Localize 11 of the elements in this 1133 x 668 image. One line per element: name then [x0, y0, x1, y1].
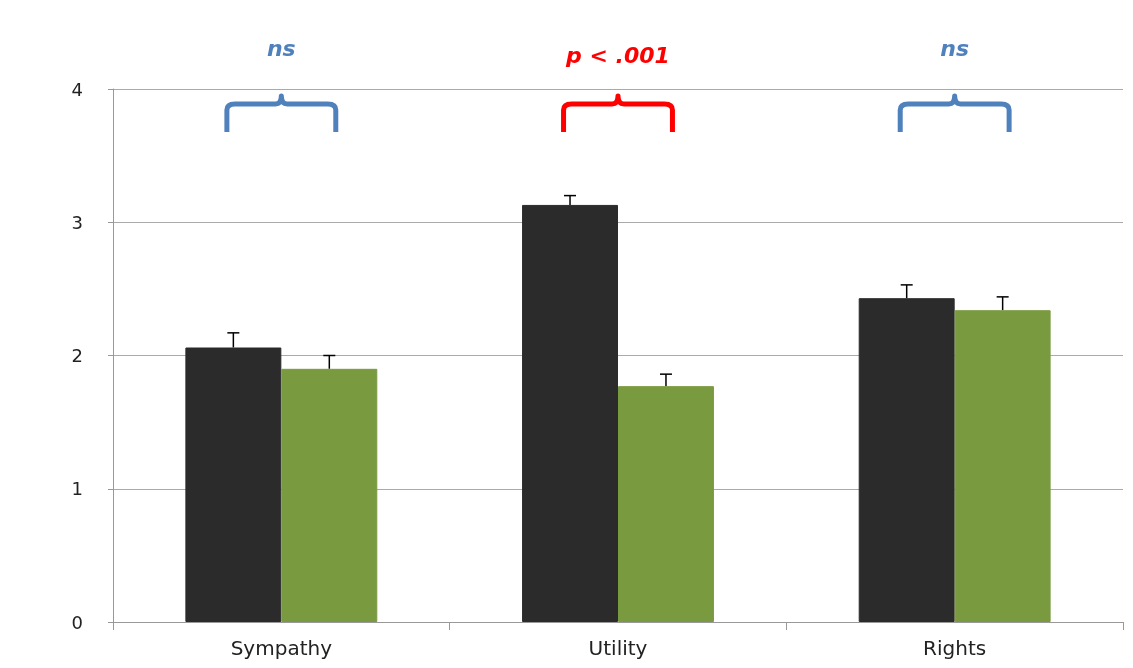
text: ns — [940, 36, 970, 61]
y-tick-label: 2 — [71, 345, 83, 366]
x-tick-label: Sympathy — [230, 636, 333, 660]
text: p < .001 — [565, 43, 670, 68]
x-tick-label: Utility — [588, 636, 648, 660]
x-tick-label: Rights — [923, 636, 987, 660]
y-tick-label: 3 — [71, 211, 83, 233]
y-tick-label: 0 — [71, 611, 83, 633]
y-tick-label: 1 — [71, 478, 83, 500]
y-tick-label: 4 — [71, 78, 83, 100]
text: ns — [266, 36, 296, 61]
